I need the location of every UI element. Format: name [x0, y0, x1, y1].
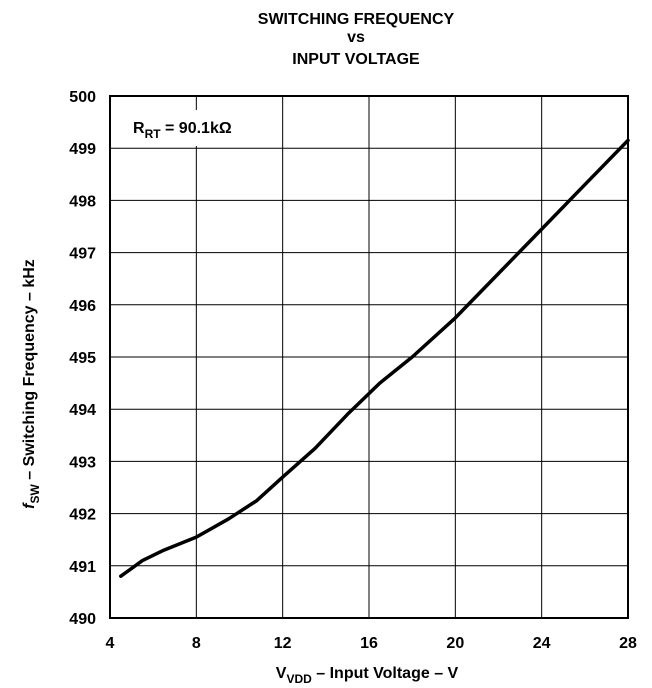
x-tick-label-20: 20 [446, 635, 464, 652]
annotation-text: RRT = 90.1kΩ [133, 120, 232, 141]
y-tick-label-499: 499 [69, 141, 96, 158]
chart-title-line-3: INPUT VOLTAGE [292, 51, 420, 68]
y-tick-label-495: 495 [69, 350, 96, 367]
annotation-main: R [133, 120, 145, 137]
annotation-box [123, 110, 278, 146]
x-tick-label-12: 12 [274, 635, 292, 652]
y-tick-label-496: 496 [69, 298, 96, 315]
y-tick-label-500: 500 [69, 89, 96, 106]
annotation-sub: RT [145, 127, 162, 141]
y-axis-label-rest: – Switching Frequency – kHz [21, 259, 38, 484]
annotation-rest: = 90.1kΩ [161, 120, 232, 137]
chart-title-line-2: vs [347, 29, 365, 46]
y-axis-label-sub: SW [28, 483, 42, 503]
x-tick-label-28: 28 [619, 635, 637, 652]
y-tick-label-491: 491 [69, 559, 96, 576]
x-axis-label-main: V [276, 665, 287, 682]
series-line-switching-frequency [119, 138, 630, 578]
y-axis-label-main: f [21, 502, 38, 509]
y-tick-label-498: 498 [69, 193, 96, 210]
y-tick-label-497: 497 [69, 246, 96, 263]
rrt-annotation: RRT = 90.1kΩ [123, 110, 278, 146]
y-tick-label-492: 492 [69, 507, 96, 524]
y-tick-label-493: 493 [69, 454, 96, 471]
x-axis-label-rest: – Input Voltage – V [312, 665, 459, 682]
y-tick-label-490: 490 [69, 611, 96, 628]
tick-labels: 4 8 12 16 20 24 28 490 491 492 493 494 495 496 497 498 4… [69, 89, 637, 652]
x-tick-label-4: 4 [106, 635, 115, 652]
y-axis-label: fSW – Switching Frequency – kHz [21, 259, 42, 509]
x-tick-label-24: 24 [533, 635, 551, 652]
x-tick-label-16: 16 [360, 635, 378, 652]
chart-title-line-1: SWITCHING FREQUENCY [258, 11, 455, 28]
x-tick-label-8: 8 [192, 635, 201, 652]
grid-lines [110, 96, 628, 618]
x-axis-label: VVDD – Input Voltage – V [276, 665, 459, 686]
y-tick-label-494: 494 [69, 402, 96, 419]
x-axis-label-sub: VDD [286, 672, 312, 686]
plot-frame [109, 95, 629, 619]
